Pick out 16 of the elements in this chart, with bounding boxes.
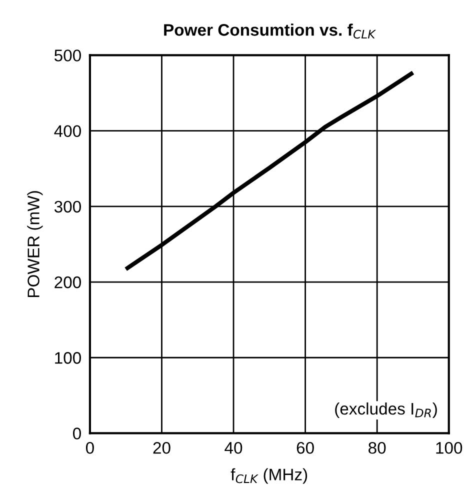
y-axis-title: POWER (mW) bbox=[27, 191, 43, 298]
chart-title: Power Consumtion vs. f$_{CLK}$ bbox=[164, 24, 376, 39]
x-axis-title: f$_{CLK}$ (MHz) bbox=[230, 468, 308, 484]
y-tick-label: 0 bbox=[73, 428, 81, 440]
y-tick-label: 400 bbox=[54, 125, 81, 138]
y-tick-label: 100 bbox=[55, 352, 81, 364]
annotation: (excludes I$_{DR}$) bbox=[335, 402, 437, 418]
y-tick-label: 500 bbox=[54, 50, 81, 62]
x-tick-label: 80 bbox=[368, 442, 386, 454]
x-tick-label: 20 bbox=[153, 442, 170, 454]
y-tick-label: 200 bbox=[54, 276, 81, 288]
x-tick-label: 100 bbox=[436, 442, 462, 454]
y-tick-label: 300 bbox=[54, 200, 81, 213]
x-tick-label: 60 bbox=[296, 442, 314, 454]
x-tick-label: 40 bbox=[224, 442, 242, 454]
x-tick-label: 0 bbox=[86, 442, 94, 454]
